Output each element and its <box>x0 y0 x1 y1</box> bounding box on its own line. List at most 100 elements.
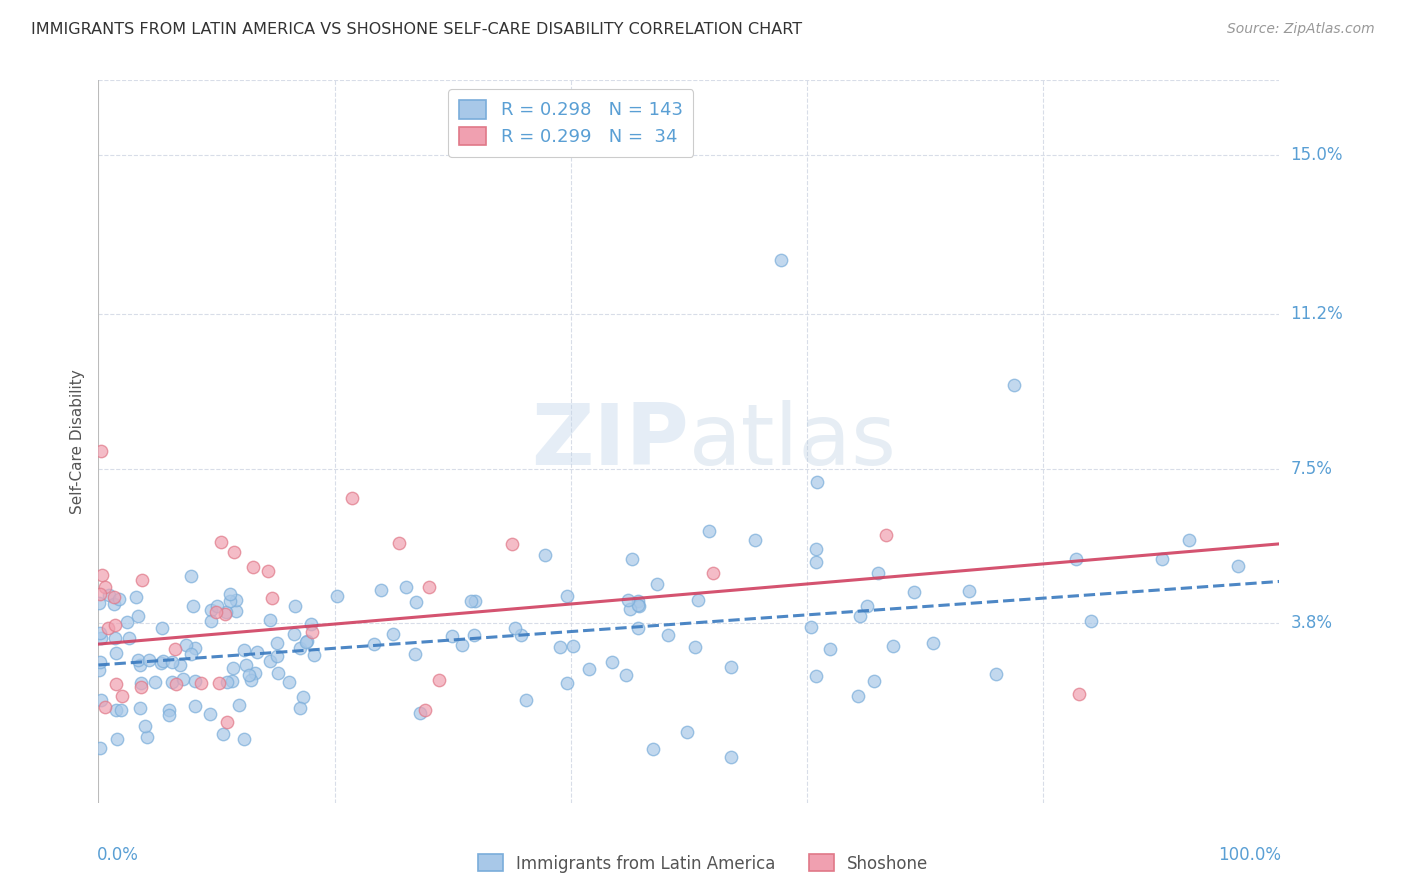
Point <box>124 590 146 604</box>
Point <box>744 533 766 547</box>
Text: ZIP: ZIP <box>531 400 689 483</box>
Point <box>87 596 110 610</box>
Point <box>90 443 112 458</box>
Point <box>221 674 243 689</box>
Point <box>172 673 194 687</box>
Legend: R = 0.298   N = 143, R = 0.299   N =  34: R = 0.298 N = 143, R = 0.299 N = 34 <box>449 89 693 157</box>
Point <box>464 594 486 608</box>
Point <box>720 660 742 674</box>
Point <box>820 642 842 657</box>
Point <box>627 621 650 635</box>
Point <box>110 703 132 717</box>
Point <box>180 648 202 662</box>
Point <box>149 656 172 670</box>
Point <box>260 591 283 605</box>
Point <box>806 542 828 557</box>
Point <box>129 701 152 715</box>
Point <box>370 582 392 597</box>
Point <box>1002 378 1025 392</box>
Point <box>222 661 245 675</box>
Point <box>290 700 312 714</box>
Point <box>89 655 111 669</box>
Point <box>131 574 153 588</box>
Point <box>200 614 222 628</box>
Point <box>259 613 281 627</box>
Point <box>180 569 202 583</box>
Point <box>152 654 174 668</box>
Point <box>219 586 242 600</box>
Point <box>770 252 793 267</box>
Point <box>117 615 139 629</box>
Point <box>617 592 640 607</box>
Y-axis label: Self-Care Disability: Self-Care Disability <box>70 369 86 514</box>
Point <box>138 653 160 667</box>
Text: 0.0%: 0.0% <box>97 847 139 864</box>
Point <box>405 595 427 609</box>
Text: 11.2%: 11.2% <box>1291 305 1343 323</box>
Point <box>228 698 250 712</box>
Point <box>225 593 247 607</box>
Point <box>103 591 125 605</box>
Text: Source: ZipAtlas.com: Source: ZipAtlas.com <box>1227 22 1375 37</box>
Point <box>108 591 131 606</box>
Point <box>89 626 111 640</box>
Point <box>614 667 637 681</box>
Point <box>129 680 152 694</box>
Text: IMMIGRANTS FROM LATIN AMERICA VS SHOSHONE SELF-CARE DISABILITY CORRELATION CHART: IMMIGRANTS FROM LATIN AMERICA VS SHOSHON… <box>31 22 801 37</box>
Point <box>224 545 246 559</box>
Point <box>233 643 256 657</box>
Point <box>89 587 111 601</box>
Point <box>441 629 464 643</box>
Point <box>135 731 157 745</box>
Point <box>205 605 228 619</box>
Point <box>533 548 555 562</box>
Point <box>184 673 207 688</box>
Point <box>503 621 526 635</box>
Point <box>697 524 720 539</box>
Point <box>257 564 280 578</box>
Point <box>103 597 125 611</box>
Point <box>162 675 184 690</box>
Point <box>134 719 156 733</box>
Point <box>381 627 404 641</box>
Point <box>621 552 644 566</box>
Point <box>215 674 238 689</box>
Point <box>90 631 112 645</box>
Point <box>266 648 288 663</box>
Point <box>675 724 697 739</box>
Point <box>555 589 578 603</box>
Point <box>427 673 450 688</box>
Point <box>295 635 318 649</box>
Point <box>198 706 221 721</box>
Point <box>1080 614 1102 628</box>
Point <box>127 653 149 667</box>
Point <box>290 640 312 655</box>
Point <box>118 631 141 645</box>
Point <box>152 621 174 635</box>
Point <box>127 609 149 624</box>
Point <box>214 607 236 622</box>
Point <box>515 693 537 707</box>
Point <box>342 491 364 505</box>
Point <box>259 654 281 668</box>
Point <box>184 699 207 714</box>
Point <box>104 631 127 645</box>
Point <box>225 604 247 618</box>
Point <box>903 585 925 599</box>
Point <box>984 666 1007 681</box>
Point <box>104 617 127 632</box>
Text: atlas: atlas <box>689 400 897 483</box>
Point <box>97 588 120 602</box>
Point <box>240 673 263 688</box>
Point <box>217 715 239 730</box>
Point <box>299 617 322 632</box>
Point <box>238 667 260 681</box>
Point <box>215 606 238 620</box>
Point <box>267 666 290 681</box>
Point <box>548 640 571 654</box>
Point <box>266 636 288 650</box>
Point <box>243 666 266 681</box>
Point <box>90 693 112 707</box>
Point <box>157 707 180 722</box>
Point <box>578 662 600 676</box>
